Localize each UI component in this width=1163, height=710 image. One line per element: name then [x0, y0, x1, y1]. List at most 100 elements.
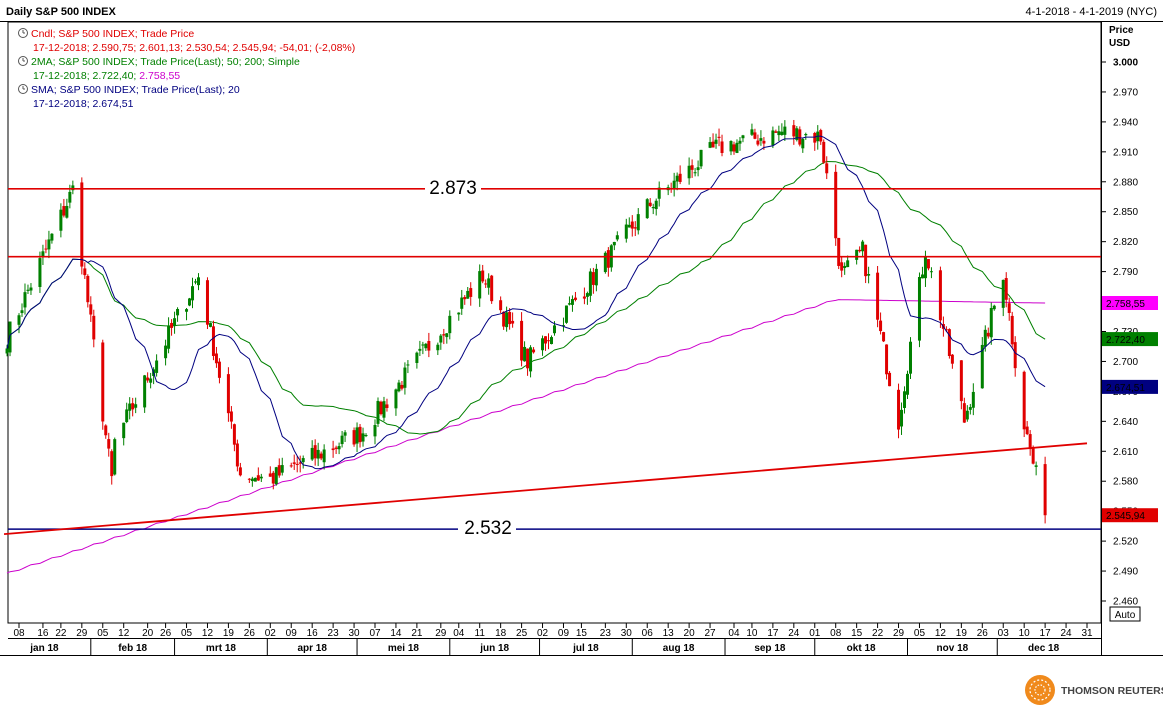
candle	[980, 337, 984, 389]
candle-body	[415, 352, 419, 364]
candle	[693, 167, 697, 177]
legend-candle-line1: Cndl; S&P 500 INDEX; Trade Price	[31, 28, 194, 40]
candle-body	[176, 308, 180, 316]
y-tick-label: 2.820	[1113, 237, 1138, 248]
candle-body	[394, 389, 398, 409]
candle-body	[29, 287, 33, 291]
legend-ma-entry: 2MA; S&P 500 INDEX; Trade Price(Last); 5…	[18, 56, 300, 82]
candle	[801, 137, 805, 153]
candle-body	[711, 141, 715, 148]
candle	[59, 203, 63, 238]
candle	[1001, 279, 1005, 317]
candle-body	[714, 139, 718, 144]
x-tick-label: 14	[390, 628, 402, 639]
candle-body	[146, 377, 150, 381]
candle-body	[167, 325, 171, 349]
candle	[334, 445, 338, 454]
candle	[415, 351, 419, 369]
candle	[185, 307, 189, 321]
candle	[777, 125, 781, 141]
candle	[247, 478, 251, 483]
value-tag: 2.674,51	[1102, 379, 1158, 394]
candle-body	[801, 138, 805, 149]
candle-body	[867, 274, 871, 276]
x-tick-label: 05	[914, 628, 926, 639]
resistance-label: 2.873	[429, 178, 477, 199]
candle-body	[813, 132, 817, 143]
candle	[403, 362, 407, 395]
candle-body	[337, 446, 341, 450]
candle	[143, 374, 147, 413]
legend-candle-line2: 17-12-2018; 2.590,75; 2.601,13; 2.530,54…	[33, 42, 355, 54]
auto-scale-button[interactable]: Auto	[1109, 606, 1141, 622]
candle	[900, 402, 904, 435]
candle	[636, 208, 640, 235]
candle	[908, 337, 912, 380]
candle	[651, 203, 655, 215]
x-tick-label: 22	[872, 628, 884, 639]
candle	[298, 455, 302, 473]
candle	[774, 129, 778, 133]
candle-body	[938, 270, 942, 321]
month-label: jan 18	[29, 643, 59, 654]
candle	[445, 333, 449, 344]
candle-body	[424, 343, 428, 349]
candle-body	[382, 401, 386, 418]
candle-body	[920, 274, 924, 279]
candle-body	[606, 250, 610, 268]
candle	[588, 268, 592, 303]
candle-body	[134, 404, 138, 408]
candle	[561, 317, 565, 332]
candle	[340, 431, 344, 448]
candle-body	[247, 478, 251, 480]
candle-body	[624, 224, 628, 239]
value-tag-bg	[1102, 379, 1158, 394]
candle	[44, 239, 48, 254]
candle	[424, 342, 428, 351]
legend-ma200-value: 2.758,55	[139, 70, 180, 82]
candle-body	[1013, 342, 1017, 369]
candle-body	[526, 348, 530, 369]
y-tick-label: 2.700	[1113, 357, 1138, 368]
candle-body	[992, 305, 996, 310]
candle	[867, 266, 871, 284]
candle-body	[83, 268, 87, 276]
candle-body	[971, 391, 975, 408]
candle-body	[313, 445, 317, 459]
value-tag: 2.722,40	[1102, 332, 1158, 347]
candle	[170, 319, 174, 336]
candle-body	[460, 297, 464, 309]
x-tick-label: 12	[202, 628, 214, 639]
candle-body	[358, 426, 362, 443]
candle	[122, 422, 126, 446]
candle	[675, 172, 679, 191]
candle-body	[1028, 434, 1032, 450]
candle-body	[217, 361, 221, 378]
candle	[1007, 297, 1011, 321]
y-tick-label: 2.640	[1113, 417, 1138, 428]
x-tick-label: 21	[411, 628, 423, 639]
candle-body	[804, 134, 808, 136]
month-label: okt 18	[847, 643, 876, 654]
x-tick-label: 06	[642, 628, 654, 639]
candle-body	[205, 280, 209, 325]
candle-body	[544, 336, 548, 344]
value-tag-bg	[1102, 508, 1158, 523]
x-tick-label: 24	[788, 628, 800, 639]
candle	[188, 297, 192, 307]
y-tick-label: 2.790	[1113, 267, 1138, 278]
support-label: 2.532	[464, 518, 512, 539]
candle-body	[253, 477, 257, 482]
candle	[846, 255, 850, 268]
candle-body	[908, 341, 912, 374]
ma200-line	[6, 299, 1046, 574]
candle-body	[585, 293, 589, 297]
candle	[196, 273, 200, 291]
candle	[708, 137, 712, 149]
candle-body	[310, 447, 314, 460]
x-tick-label: 31	[1081, 628, 1093, 639]
candle-body	[26, 289, 30, 291]
candle-body	[541, 338, 545, 351]
candle-body	[457, 312, 461, 315]
candle-body	[448, 315, 452, 334]
